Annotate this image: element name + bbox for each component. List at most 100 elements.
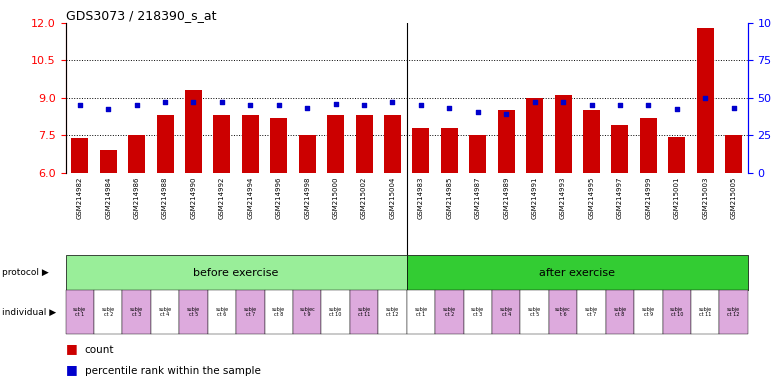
- Point: [642, 103, 655, 109]
- Point: [671, 106, 683, 112]
- Point: [557, 99, 569, 105]
- Text: GSM214996: GSM214996: [276, 177, 281, 219]
- Text: subje
ct 12: subje ct 12: [386, 307, 399, 317]
- Text: after exercise: after exercise: [539, 268, 615, 278]
- Text: GSM214994: GSM214994: [247, 177, 254, 219]
- Text: GDS3073 / 218390_s_at: GDS3073 / 218390_s_at: [66, 9, 216, 22]
- Bar: [298, 136, 316, 173]
- Bar: [322, 290, 350, 334]
- Point: [244, 103, 257, 109]
- Bar: [719, 290, 748, 334]
- Text: ■: ■: [66, 342, 81, 355]
- Bar: [214, 115, 231, 173]
- Text: subje
ct 10: subje ct 10: [670, 307, 683, 317]
- Bar: [407, 290, 435, 334]
- Text: percentile rank within the sample: percentile rank within the sample: [85, 366, 261, 376]
- Text: GSM215001: GSM215001: [674, 177, 680, 219]
- Point: [500, 111, 513, 117]
- Bar: [157, 115, 173, 173]
- Bar: [492, 290, 520, 334]
- Text: subje
ct 6: subje ct 6: [215, 307, 228, 317]
- Bar: [207, 290, 236, 334]
- Text: subje
ct 10: subje ct 10: [329, 307, 342, 317]
- Bar: [498, 111, 515, 173]
- Point: [159, 99, 171, 105]
- Bar: [554, 96, 571, 173]
- Bar: [66, 255, 407, 290]
- Text: subje
ct 7: subje ct 7: [585, 307, 598, 317]
- Point: [528, 99, 540, 105]
- Bar: [577, 290, 606, 334]
- Bar: [520, 290, 549, 334]
- Point: [443, 105, 456, 111]
- Text: subje
ct 8: subje ct 8: [272, 307, 285, 317]
- Point: [358, 103, 370, 109]
- Bar: [71, 138, 88, 173]
- Point: [187, 99, 200, 105]
- Bar: [691, 290, 719, 334]
- Text: GSM214991: GSM214991: [532, 177, 537, 219]
- Point: [73, 103, 86, 109]
- Text: subje
ct 5: subje ct 5: [528, 307, 541, 317]
- Bar: [293, 290, 322, 334]
- Bar: [242, 115, 259, 173]
- Text: GSM215005: GSM215005: [731, 177, 736, 219]
- Bar: [412, 128, 429, 173]
- Bar: [94, 290, 123, 334]
- Point: [386, 99, 399, 105]
- Text: subje
ct 8: subje ct 8: [614, 307, 627, 317]
- Text: subje
ct 2: subje ct 2: [443, 307, 456, 317]
- Text: GSM214988: GSM214988: [162, 177, 168, 219]
- Bar: [668, 137, 685, 173]
- Text: GSM215003: GSM215003: [702, 177, 709, 219]
- Text: subje
ct 4: subje ct 4: [159, 307, 172, 317]
- Text: protocol ▶: protocol ▶: [2, 268, 49, 277]
- Bar: [350, 290, 379, 334]
- Bar: [697, 28, 714, 173]
- Bar: [128, 136, 145, 173]
- Text: ■: ■: [66, 363, 81, 376]
- Text: GSM214982: GSM214982: [77, 177, 82, 219]
- Point: [472, 109, 484, 115]
- Bar: [123, 290, 151, 334]
- Text: subje
ct 9: subje ct 9: [641, 307, 655, 317]
- Text: subje
ct 7: subje ct 7: [244, 307, 257, 317]
- Text: subjec
t 6: subjec t 6: [555, 307, 571, 317]
- Text: GSM214983: GSM214983: [418, 177, 424, 219]
- Text: subje
ct 1: subje ct 1: [414, 307, 427, 317]
- Text: GSM214998: GSM214998: [305, 177, 310, 219]
- Text: subje
ct 5: subje ct 5: [187, 307, 200, 317]
- Text: subje
ct 3: subje ct 3: [130, 307, 143, 317]
- Point: [130, 103, 143, 109]
- Text: GSM214999: GSM214999: [645, 177, 651, 219]
- Bar: [611, 125, 628, 173]
- Text: GSM215000: GSM215000: [332, 177, 338, 219]
- Bar: [327, 115, 344, 173]
- Text: GSM214992: GSM214992: [219, 177, 225, 219]
- Bar: [441, 128, 458, 173]
- Text: GSM215002: GSM215002: [361, 177, 367, 219]
- Text: GSM214984: GSM214984: [105, 177, 111, 219]
- Bar: [662, 290, 691, 334]
- Bar: [185, 91, 202, 173]
- Bar: [526, 98, 543, 173]
- Bar: [725, 136, 742, 173]
- Text: GSM214997: GSM214997: [617, 177, 623, 219]
- Bar: [179, 290, 207, 334]
- Text: GSM214989: GSM214989: [503, 177, 509, 219]
- Point: [102, 106, 114, 112]
- Point: [301, 105, 313, 111]
- Text: count: count: [85, 345, 114, 355]
- Bar: [606, 290, 634, 334]
- Bar: [549, 290, 577, 334]
- Text: individual ▶: individual ▶: [2, 308, 56, 316]
- Bar: [379, 290, 407, 334]
- Point: [585, 103, 598, 109]
- Text: GSM214993: GSM214993: [560, 177, 566, 219]
- Bar: [640, 118, 657, 173]
- Bar: [384, 115, 401, 173]
- Text: GSM215004: GSM215004: [389, 177, 396, 219]
- Text: subje
ct 3: subje ct 3: [471, 307, 484, 317]
- Point: [273, 103, 285, 109]
- Bar: [151, 290, 179, 334]
